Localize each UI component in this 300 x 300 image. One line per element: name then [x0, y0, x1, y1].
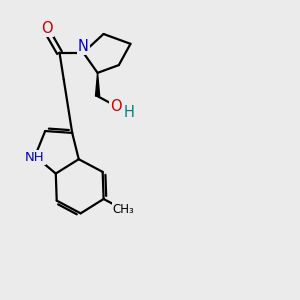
Text: H: H	[124, 105, 135, 120]
Text: N: N	[78, 39, 89, 54]
Polygon shape	[95, 73, 100, 96]
Text: CH₃: CH₃	[112, 203, 134, 216]
Text: O: O	[41, 21, 53, 36]
Text: NH: NH	[25, 151, 45, 164]
Text: O: O	[110, 99, 122, 114]
